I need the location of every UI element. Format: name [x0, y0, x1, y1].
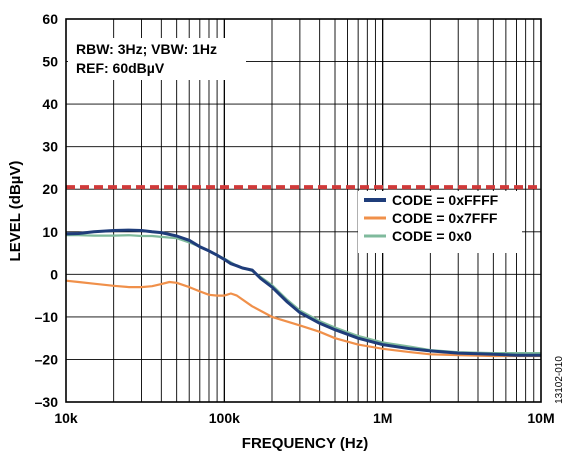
annotation-line-2: REF: 60dBµV [76, 60, 165, 76]
x-tick-label: 10k [54, 410, 78, 426]
x-tick-label: 100k [209, 410, 240, 426]
y-tick-labels: 60 50 40 30 20 10 0 –10 –20 –30 [35, 11, 59, 410]
y-tick-label: 50 [42, 54, 58, 70]
annotation-background [68, 38, 246, 80]
y-tick-label: 10 [42, 224, 58, 240]
x-tick-label: 10M [527, 410, 554, 426]
y-tick-label: 40 [42, 96, 58, 112]
series-group [65, 228, 541, 358]
annotation-line-1: RBW: 3Hz; VBW: 1Hz [76, 41, 217, 57]
legend: CODE = 0xFFFF CODE = 0x7FFF CODE = 0x0 [358, 191, 522, 253]
legend-label-3: CODE = 0x0 [392, 228, 472, 244]
legend-label-1: CODE = 0xFFFF [392, 192, 499, 208]
y-tick-label: –20 [35, 351, 59, 367]
x-tick-label: 1M [373, 410, 392, 426]
x-axis-label: FREQUENCY (Hz) [242, 435, 368, 452]
y-tick-label: 0 [50, 266, 58, 282]
y-tick-label: 60 [42, 11, 58, 27]
y-tick-label: –30 [35, 394, 59, 410]
y-tick-label: –10 [35, 309, 59, 325]
plot-frame [65, 18, 542, 403]
y-tick-label: 30 [42, 139, 58, 155]
series-line-1 [65, 228, 541, 357]
y-axis-label: LEVEL (dBµV) [7, 161, 24, 262]
series-line-2 [65, 279, 541, 358]
figure-id: 13102-010 [554, 356, 565, 404]
legend-label-2: CODE = 0x7FFF [392, 210, 498, 226]
y-tick-label: 20 [42, 181, 58, 197]
annotation-box: RBW: 3Hz; VBW: 1Hz REF: 60dBµV [68, 38, 246, 80]
x-tick-labels: 10k 100k 1M 10M [54, 410, 554, 426]
